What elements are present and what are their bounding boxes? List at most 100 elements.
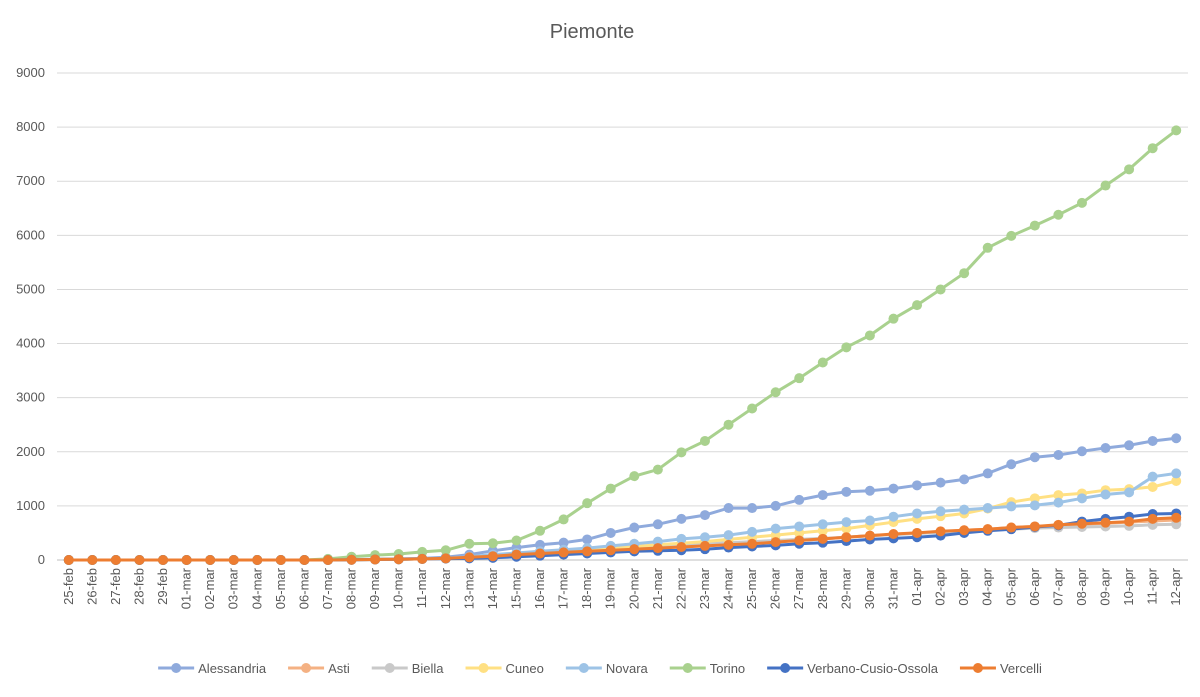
legend-label: Vercelli [1000,661,1042,676]
x-tick-label: 21-mar [650,567,665,609]
legend-swatch-marker [301,663,312,673]
y-axis-ticks: 0 1000 2000 3000 4000 5000 6000 7000 8000 9000 [16,65,45,567]
data-point [912,300,923,311]
x-tick-label: 28-mar [815,567,830,609]
data-point [1147,481,1158,492]
data-point [723,419,734,430]
data-point [110,555,121,565]
y-tick-label: 6000 [16,227,45,242]
gridlines [57,72,1188,561]
data-point [511,549,522,560]
y-tick-label: 8000 [16,119,45,134]
x-tick-label: 16-mar [532,567,547,609]
data-point [1124,164,1135,175]
data-point [770,387,781,398]
legend-label: Torino [710,661,745,676]
data-point [652,543,663,554]
data-point [252,555,263,565]
series-vercelli [63,512,1182,565]
data-point [747,503,758,514]
data-point [1029,500,1040,511]
x-tick-label: 27-feb [108,568,123,605]
data-point [935,284,946,295]
data-point [723,539,734,550]
data-point [582,498,593,509]
x-tick-label: 29-feb [155,568,170,605]
data-point [1100,442,1111,453]
data-point [959,504,970,515]
x-tick-label: 24-mar [721,567,736,609]
x-tick-label: 12-mar [438,567,453,609]
data-point [959,268,970,279]
x-tick-label: 03-apr [956,567,971,605]
data-point [629,522,640,533]
x-tick-label: 04-apr [980,567,995,605]
data-point [629,544,640,555]
data-point [1124,487,1135,498]
x-tick-label: 23-mar [697,567,712,609]
y-tick-label: 0 [38,552,45,567]
x-tick-label: 10-mar [391,567,406,609]
x-tick-label: 26-feb [84,568,99,605]
x-tick-label: 04-mar [249,567,264,609]
x-tick-label: 09-apr [1098,567,1113,605]
data-point [1029,220,1040,231]
x-tick-label: 11-apr [1145,567,1160,604]
x-tick-label: 06-apr [1027,567,1042,605]
data-point [959,474,970,485]
data-point [605,527,616,538]
x-tick-label: 10-apr [1121,567,1136,605]
data-point [1076,197,1087,208]
legend-label: Cuneo [506,661,544,676]
x-tick-label: 06-mar [296,567,311,609]
data-point [535,548,546,559]
x-tick-label: 31-mar [885,567,900,609]
legend-swatch-marker [171,663,182,673]
x-tick-label: 08-apr [1074,567,1089,605]
data-point [605,483,616,494]
data-point [582,534,593,545]
data-point [487,551,498,562]
data-point [864,515,875,526]
data-point [63,555,74,565]
legend-label: Asti [328,661,350,676]
data-point [699,532,710,543]
legend-item: Verbano-Cusio-Ossola [767,661,939,676]
x-tick-label: 27-mar [791,567,806,609]
data-point [322,555,333,565]
legend-label: Novara [606,661,649,676]
data-point [1006,522,1017,533]
data-point [605,545,616,556]
data-point [676,533,687,544]
x-tick-label: 07-apr [1050,567,1065,605]
data-point [1100,489,1111,500]
data-point [1006,459,1017,470]
data-point [652,519,663,530]
legend-item: Biella [371,661,444,676]
y-tick-label: 2000 [16,444,45,459]
x-tick-label: 25-feb [61,568,76,605]
x-tick-label: 12-apr [1168,567,1183,605]
data-point [346,554,357,565]
data-point [676,542,687,553]
data-point [770,523,781,534]
data-point [440,553,451,564]
legend-item: Cuneo [465,661,544,676]
data-point [794,521,805,532]
data-point [1171,433,1182,444]
x-tick-label: 18-mar [579,567,594,609]
data-point [417,553,428,564]
data-point [676,447,687,458]
data-point [1006,501,1017,512]
x-tick-label: 02-apr [933,567,948,605]
data-point [841,342,852,353]
data-point [888,511,899,522]
data-point [1029,452,1040,463]
data-point [747,526,758,537]
data-point [1124,516,1135,527]
x-tick-label: 13-mar [461,567,476,609]
data-point [723,530,734,541]
data-point [794,535,805,546]
data-point [393,554,404,565]
